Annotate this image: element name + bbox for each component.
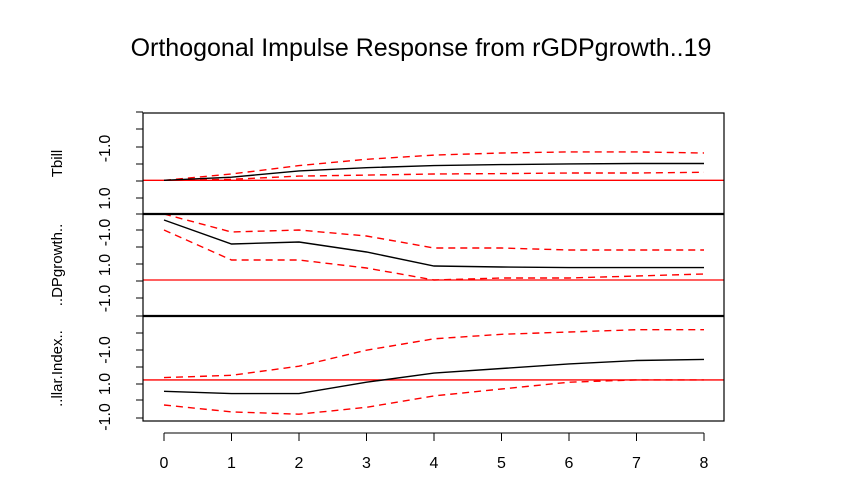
lower-ci-line	[163, 379, 704, 415]
y-tick-label: -1.0	[97, 285, 114, 313]
lower-ci-line	[163, 171, 705, 181]
upper-ci-line	[163, 151, 705, 181]
y-tick-label: 1.0	[97, 187, 114, 209]
x-tick-label: 7	[632, 455, 641, 472]
y-tick-label: 1.0	[97, 254, 114, 276]
x-tick-label: 5	[497, 455, 506, 472]
y-tick-label: -1.0	[97, 135, 114, 163]
plot-frame	[142, 112, 725, 422]
x-tick-label: 4	[430, 455, 439, 472]
y-tick-label: -1.0	[97, 403, 114, 431]
x-axis: 0 1 2 3 4 5 6 7 8	[160, 432, 709, 472]
response-line	[163, 162, 704, 181]
x-tick-label: 6	[565, 455, 574, 472]
upper-ci-line	[163, 213, 704, 251]
x-tick-label: 0	[160, 455, 169, 472]
y-tick-label: 1.0	[97, 373, 114, 395]
y-tick-label: -1.0	[97, 219, 114, 247]
panel-3: -1.0 1.0 -1.0 ..llar.Index..	[49, 315, 724, 431]
y-axis-label: ..DPgrowth..	[49, 224, 66, 307]
response-line	[163, 358, 705, 395]
chart-title: Orthogonal Impulse Response from rGDPgro…	[131, 34, 712, 62]
x-tick-label: 2	[295, 455, 304, 472]
x-tick-label: 3	[362, 455, 371, 472]
x-tick-label: 1	[227, 455, 236, 472]
upper-ci-line	[163, 329, 704, 379]
x-tick-label: 8	[700, 455, 709, 472]
lower-ci-line	[163, 229, 705, 281]
y-axis-label: Tbill	[49, 150, 66, 178]
panel-1: -1.0 1.0 Tbill	[49, 111, 724, 215]
response-line	[163, 219, 704, 269]
y-tick-label: -1.0	[97, 336, 114, 364]
panels: -1.0 1.0 Tbill -1.0 1.0 -1.0 ..DPgrowth.. -1.0 1…	[49, 111, 725, 431]
panel-2: -1.0 1.0 -1.0 ..DPgrowth..	[49, 213, 724, 317]
y-axis-label: ..llar.Index..	[49, 330, 66, 407]
